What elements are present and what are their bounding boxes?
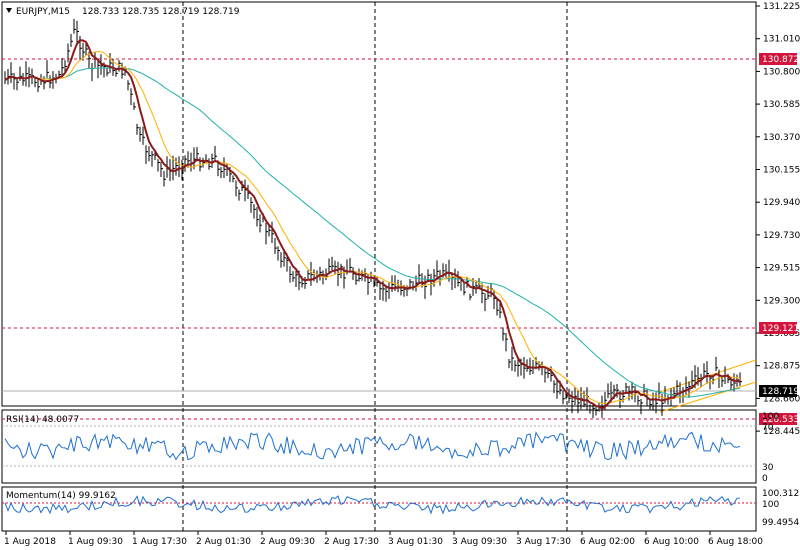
time-tick-label: 6 Aug 10:00 <box>644 537 699 547</box>
momentum-label: Momentum(14) 99.9162 <box>6 491 116 501</box>
price-tick-label: 129.515 <box>763 264 800 274</box>
level-label-129121-bg <box>759 322 797 334</box>
price-tick-label: 128.660 <box>763 394 800 404</box>
price-tick-label: 130.800 <box>763 67 800 77</box>
time-tick-label: 1 Aug 09:30 <box>68 537 123 547</box>
rsi-axis-30: 30 <box>762 463 774 473</box>
level-label-128533: 128.533 <box>762 415 799 425</box>
momentum-axis-mid: 100 <box>762 500 779 510</box>
level-label-128533-bg <box>759 413 797 425</box>
price-tick-label: 129.300 <box>763 296 800 306</box>
level-label-130872: 130.872 <box>762 55 799 65</box>
momentum-axis-high: 100.3125 <box>762 489 800 499</box>
price-tick-label: 129.940 <box>763 198 800 208</box>
channel-lower-line[interactable] <box>659 381 757 413</box>
rsi-panel[interactable] <box>1 409 757 484</box>
price-tick-label: 131.010 <box>763 35 800 45</box>
momentum-axis-low: 99.4954 <box>762 518 799 528</box>
price-tick-label: 129.730 <box>763 231 800 241</box>
price-tick-label: 128.875 <box>763 362 800 372</box>
time-tick-label: 2 Aug 09:30 <box>260 537 315 547</box>
price-tick-label: 131.225 <box>763 2 800 12</box>
level-label-129121: 129.121 <box>762 324 799 334</box>
symbol-timeframe-label: EURJPY,M15 <box>16 7 70 17</box>
ma-mid-line <box>4 51 741 405</box>
time-tick-label: 3 Aug 01:30 <box>388 537 443 547</box>
price-tick-label: 130.585 <box>763 100 800 110</box>
rsi-label: RSI(14) 48.0077 <box>6 415 79 425</box>
current-price-label: 128.719 <box>762 387 799 397</box>
rsi-line <box>4 431 741 461</box>
level-label-130872-bg <box>759 53 797 65</box>
ma-fast-line <box>4 39 741 410</box>
collapse-triangle-icon[interactable] <box>6 8 12 13</box>
rsi-axis-0: 0 <box>762 474 768 484</box>
time-tick-label: 6 Aug 02:00 <box>580 537 635 547</box>
momentum-line <box>4 495 741 515</box>
ohlc-values: 128.733 128.735 128.719 128.719 <box>82 7 240 17</box>
time-tick-label: 2 Aug 01:30 <box>196 537 251 547</box>
time-tick-label: 6 Aug 18:00 <box>708 537 763 547</box>
price-tick-label: 130.155 <box>763 166 800 176</box>
time-tick-label: 2 Aug 17:30 <box>324 537 379 547</box>
rsi-axis-70: 70 <box>762 423 774 433</box>
time-tick-label: 1 Aug 17:30 <box>132 537 187 547</box>
time-tick-label: 1 Aug 2018 <box>4 537 56 547</box>
price-axis[interactable]: 131.225 131.010 130.800 130.585 130.370 130.1… <box>756 2 800 437</box>
time-tick-label: 3 Aug 17:30 <box>516 537 571 547</box>
rsi-axis-100: 100 <box>762 412 779 422</box>
price-tick-label: 130.370 <box>763 133 800 143</box>
current-price-label-bg <box>759 385 797 397</box>
price-tick-label: 128.445 <box>763 427 800 437</box>
time-axis[interactable]: 1 Aug 2018 1 Aug 09:30 1 Aug 17:30 2 Aug 01… <box>4 531 763 547</box>
time-tick-label: 3 Aug 09:30 <box>452 537 507 547</box>
